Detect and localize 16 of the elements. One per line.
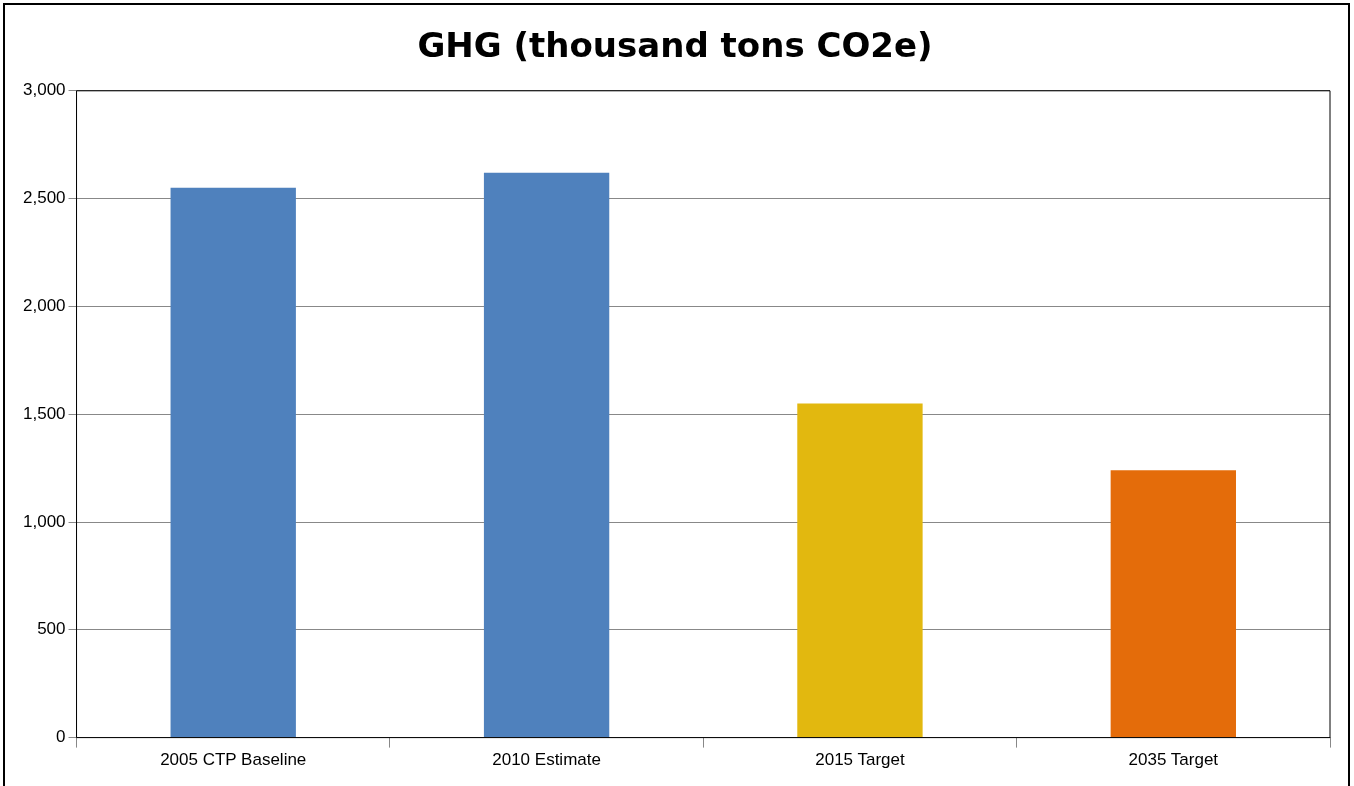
x-tick-label: 2035 Target: [1128, 750, 1219, 770]
x-tick-label: 2005 CTP Baseline: [160, 750, 307, 770]
y-tick-label: 0: [56, 727, 66, 747]
bar: [483, 172, 610, 738]
y-tick-label: 500: [37, 619, 66, 639]
y-tick-label: 3,000: [22, 80, 66, 100]
y-tick-label: 2,000: [22, 296, 66, 316]
y-tick-label: 1,500: [22, 403, 66, 423]
x-tick-label: 2010 Estimate: [492, 750, 601, 770]
y-tick-label: 1,000: [22, 511, 66, 531]
x-tick-label: 2015 Target: [815, 750, 905, 770]
bar: [797, 403, 923, 738]
bar: [1110, 470, 1236, 738]
y-tick-label: 2,500: [22, 188, 66, 208]
bar: [170, 187, 296, 738]
chart-title: GHG (thousand tons CO2e): [417, 25, 933, 66]
